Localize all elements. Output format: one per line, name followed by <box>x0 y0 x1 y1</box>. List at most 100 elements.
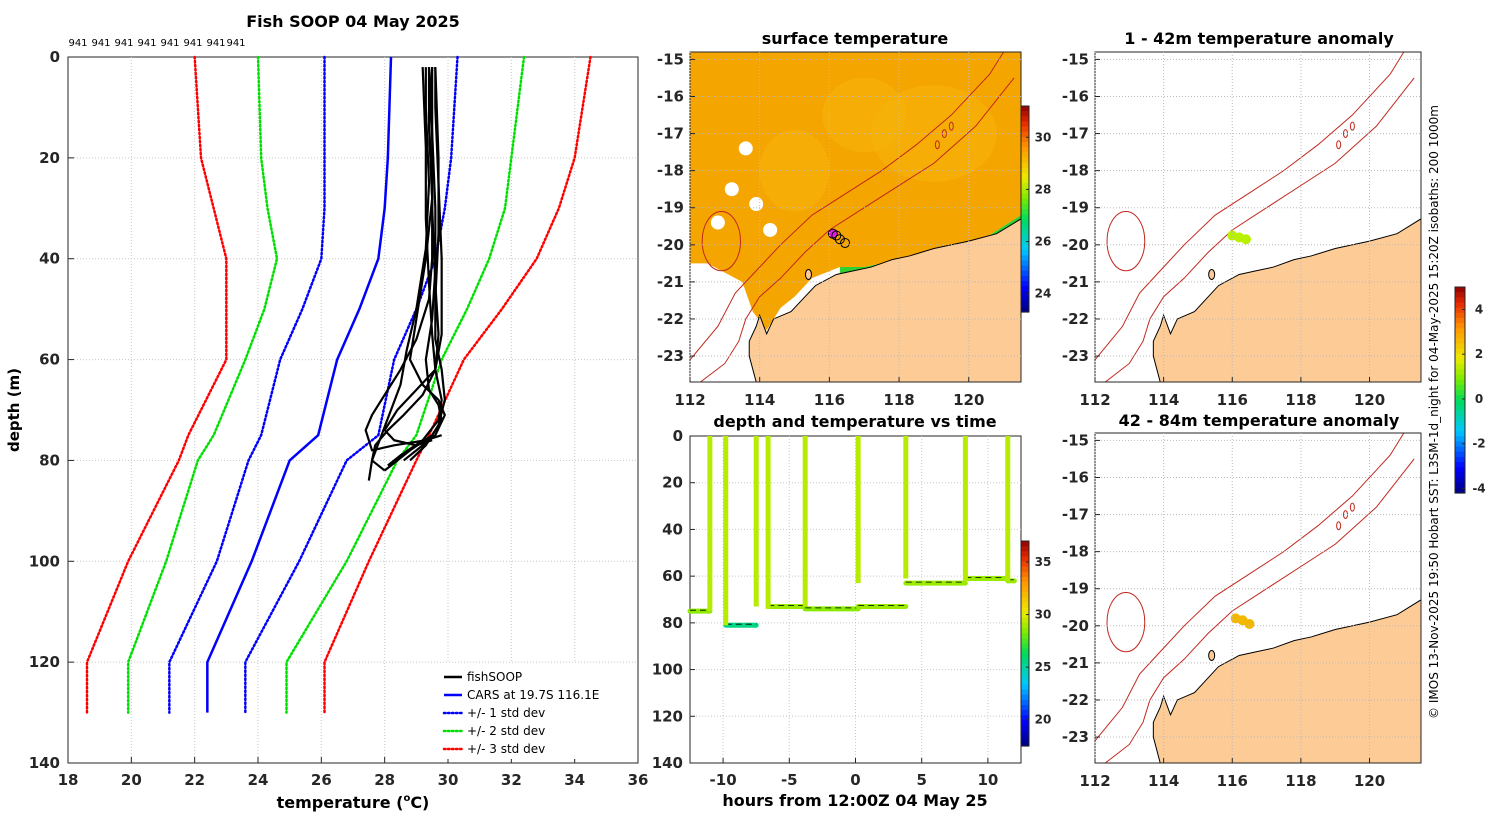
sst-patch <box>759 129 830 212</box>
sst-map-panel: surface temperature 112 114 116 118 120 -15 -1… <box>657 29 1051 409</box>
profile-xtick-label: 26 <box>311 771 332 789</box>
map-lat-label: -19 <box>657 199 684 217</box>
sst-colorbar-segment <box>1021 147 1029 153</box>
map-lon-label: 118 <box>883 391 914 409</box>
profile-legend: fishSOOP CARS at 19.7S 116.1E +/- 1 std de… <box>438 663 634 759</box>
isobath-200m <box>1104 77 1415 382</box>
map-lat-label: -23 <box>1062 347 1089 365</box>
cars-mean-line <box>206 56 393 713</box>
profile-grid <box>68 57 638 763</box>
anom-colorbar-segment <box>1455 317 1465 324</box>
profile-top-label: 941 <box>206 38 225 49</box>
legend-label: +/- 1 std dev <box>467 706 545 720</box>
anom-colorbar-tick-label: 4 <box>1475 302 1483 316</box>
anom-colorbar-tick-label: -4 <box>1472 482 1485 496</box>
std3-minus-line <box>85 55 228 714</box>
ts-colorbar-segment <box>1021 694 1029 701</box>
ts-ytick-label: 40 <box>662 520 683 538</box>
sst-colorbar-tick-label: 30 <box>1035 130 1052 144</box>
sst-cloud-gap <box>749 197 764 212</box>
std2-plus-line <box>285 55 526 714</box>
sst-colorbar-frame <box>1020 105 1030 313</box>
map-lon-label: 120 <box>1354 391 1385 409</box>
ts-colorbar-segment <box>1021 623 1029 629</box>
profile-xtick-label: 20 <box>121 771 142 789</box>
anom-colorbar-segment <box>1455 482 1465 489</box>
anom-colorbar-segment <box>1455 426 1465 432</box>
legend-label: +/- 2 std dev <box>467 724 545 738</box>
land-mass <box>748 218 1021 382</box>
anom-colorbar-segment <box>1455 369 1465 376</box>
isobath-shoal <box>1349 121 1355 131</box>
isobath-1000m <box>1095 433 1405 742</box>
anom-colorbar-segment <box>1455 287 1465 293</box>
profile-xtick-label: 30 <box>438 771 459 789</box>
anom-colorbar-segment <box>1455 323 1465 329</box>
profile-top-label: 941 <box>137 38 156 49</box>
legend-box <box>438 663 634 759</box>
ts-colorbar-segment <box>1021 617 1029 624</box>
map-lat-label: -21 <box>657 273 684 291</box>
sst-cloud-gap <box>763 222 778 237</box>
fish-position-marker <box>831 230 842 241</box>
ts-xtick-label: 10 <box>977 771 998 789</box>
ts-colorbar-segment <box>1021 664 1029 670</box>
profile-ytick-label: 140 <box>29 754 60 772</box>
ts-colorbar-segment <box>1021 689 1029 696</box>
map-lon-label: 114 <box>744 391 775 409</box>
isobath-shoal <box>934 140 940 150</box>
isobath-plateau <box>701 210 742 272</box>
sst-colorbar-segment <box>1021 224 1029 231</box>
ts-colorbar-segment <box>1021 705 1029 711</box>
sst-map: 112 114 116 118 120 -15 -16 -17 -18 -19 -20 -21 -22 -… <box>657 50 1022 409</box>
sst-colorbar-segment <box>1021 121 1029 128</box>
anom1-map-panel: 1 - 42m temperature anomaly 112 114 116 118… <box>1062 29 1422 409</box>
isobath-shoal <box>1349 502 1355 512</box>
sst-colorbar-segment <box>1021 286 1029 292</box>
timeseries-plot-area <box>689 435 1022 764</box>
map-inner <box>1095 52 1421 382</box>
sst-colorbar-segment <box>1021 306 1029 313</box>
ts-colorbar-segment <box>1021 607 1029 614</box>
ts-colorbar-segment <box>1021 679 1029 686</box>
land-mass <box>1152 599 1421 763</box>
sst-cloud-gap <box>724 182 739 197</box>
ts-colorbar-segment <box>1021 715 1029 721</box>
profile-ytick-label: 60 <box>39 351 60 369</box>
ts-ytick-label: 100 <box>652 661 683 679</box>
ts-colorbar-segment <box>1021 587 1029 593</box>
anom-colorbar-segment <box>1455 477 1465 484</box>
anom-colorbar-segment <box>1455 307 1465 314</box>
profile-ytick-label: 20 <box>39 149 60 167</box>
map-lon-label: 114 <box>1148 391 1179 409</box>
anom-colorbar-segment <box>1455 462 1465 468</box>
anom1-map-title: 1 - 42m temperature anomaly <box>1124 29 1394 48</box>
anom-colorbar-segment <box>1455 472 1465 479</box>
fishsoop-profile-line <box>367 67 431 481</box>
sst-colorbar-segment <box>1021 275 1029 282</box>
anom-colorbar-segment <box>1455 292 1465 298</box>
map-lat-label: -21 <box>1062 654 1089 672</box>
ts-colorbar-segment <box>1021 602 1029 609</box>
anom-colorbar-segment <box>1455 420 1465 427</box>
anomaly-colorbar: 4 2 0 -2 -4 <box>1454 286 1486 496</box>
profile-xtick-label: 36 <box>628 771 649 789</box>
anom-colorbar-segment <box>1455 312 1465 319</box>
sst-colorbar-segment <box>1021 234 1029 241</box>
ts-colorbar-segment <box>1021 653 1029 660</box>
fish-position-marker <box>1240 234 1251 245</box>
anom-colorbar-segment <box>1455 384 1465 391</box>
legend-label: fishSOOP <box>467 670 522 684</box>
map-lon-label: 116 <box>814 391 845 409</box>
ts-colorbar-segment <box>1021 699 1029 706</box>
anom-colorbar-segment <box>1455 405 1465 412</box>
sst-colorbar-segment <box>1021 162 1029 169</box>
fish-position-marker <box>1244 618 1255 629</box>
ts-ytick-label: 20 <box>662 474 683 492</box>
anom-colorbar-segment <box>1455 441 1465 448</box>
anom-colorbar-segment <box>1455 379 1465 386</box>
map-lon-label: 112 <box>1079 772 1110 790</box>
isobath-plateau <box>1106 210 1146 272</box>
ts-colorbar-tick-label: 25 <box>1035 660 1052 674</box>
ts-ytick-label: 140 <box>652 754 683 772</box>
